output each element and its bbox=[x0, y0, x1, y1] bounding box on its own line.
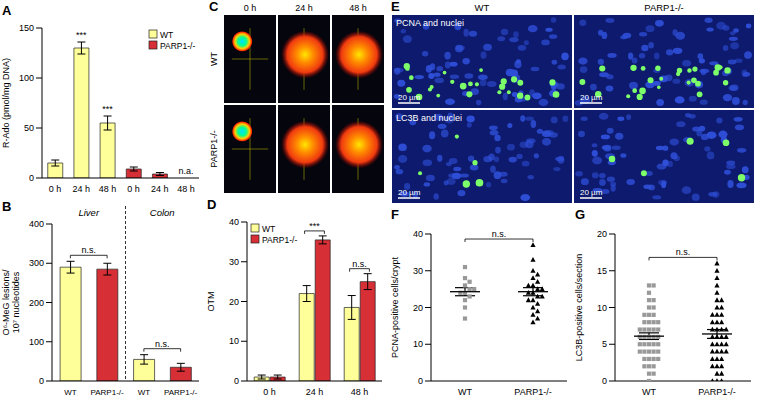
svg-text:48 h: 48 h bbox=[351, 387, 369, 397]
svg-text:D: D bbox=[207, 198, 216, 212]
svg-text:15: 15 bbox=[597, 266, 607, 276]
svg-text:24 h: 24 h bbox=[295, 3, 313, 13]
svg-text:PARP1-/-: PARP1-/- bbox=[164, 388, 198, 397]
svg-text:30: 30 bbox=[413, 266, 423, 276]
svg-text:***: *** bbox=[309, 221, 320, 231]
svg-text:0: 0 bbox=[39, 376, 44, 386]
svg-text:48 h: 48 h bbox=[177, 184, 195, 194]
svg-text:5: 5 bbox=[602, 339, 607, 349]
svg-text:10⁷ nucleotides: 10⁷ nucleotides bbox=[11, 271, 21, 333]
svg-text:n.s.: n.s. bbox=[81, 245, 96, 255]
svg-text:E: E bbox=[391, 0, 400, 14]
svg-text:0 h: 0 h bbox=[49, 184, 62, 194]
svg-text:PCNA-positive cells/crypt: PCNA-positive cells/crypt bbox=[390, 256, 400, 358]
svg-text:400: 400 bbox=[29, 219, 44, 229]
svg-text:150: 150 bbox=[19, 23, 34, 33]
svg-text:Liver: Liver bbox=[78, 207, 99, 218]
svg-text:C: C bbox=[209, 0, 219, 14]
svg-text:40: 40 bbox=[413, 229, 423, 239]
svg-text:PARP1-/-: PARP1-/- bbox=[644, 2, 683, 13]
svg-text:n.s.: n.s. bbox=[676, 247, 691, 257]
svg-text:30: 30 bbox=[229, 257, 239, 267]
svg-text:300: 300 bbox=[29, 258, 44, 268]
svg-text:0: 0 bbox=[29, 173, 34, 183]
svg-text:0 h: 0 h bbox=[127, 184, 140, 194]
svg-text:G: G bbox=[575, 208, 585, 222]
svg-text:n.a.: n.a. bbox=[178, 166, 193, 176]
svg-text:20 µm: 20 µm bbox=[398, 188, 421, 197]
svg-text:PARP1-/-: PARP1-/- bbox=[160, 41, 195, 51]
svg-text:B: B bbox=[2, 200, 11, 214]
svg-text:A: A bbox=[2, 4, 12, 18]
svg-text:200: 200 bbox=[29, 298, 44, 308]
svg-text:WT: WT bbox=[458, 387, 472, 397]
svg-text:WT: WT bbox=[475, 2, 490, 13]
svg-text:20 µm: 20 µm bbox=[398, 93, 421, 102]
svg-text:WT: WT bbox=[642, 387, 656, 397]
svg-text:24 h: 24 h bbox=[306, 387, 324, 397]
svg-text:WT: WT bbox=[160, 30, 173, 40]
svg-text:48 h: 48 h bbox=[99, 184, 117, 194]
svg-text:LC3B-positive cells/section: LC3B-positive cells/section bbox=[574, 254, 584, 362]
svg-text:***: *** bbox=[76, 30, 87, 40]
svg-text:0: 0 bbox=[602, 376, 607, 386]
svg-text:24 h: 24 h bbox=[151, 184, 169, 194]
svg-text:OTM: OTM bbox=[206, 292, 216, 312]
svg-text:PARP1-/-: PARP1-/- bbox=[514, 387, 551, 397]
svg-text:20: 20 bbox=[229, 297, 239, 307]
svg-text:100: 100 bbox=[19, 73, 34, 83]
svg-text:10: 10 bbox=[229, 336, 239, 346]
svg-text:0 h: 0 h bbox=[263, 387, 276, 397]
svg-text:0: 0 bbox=[234, 376, 239, 386]
svg-text:WT: WT bbox=[209, 52, 219, 66]
svg-text:20 µm: 20 µm bbox=[580, 188, 603, 197]
svg-text:LC3B and nuclei: LC3B and nuclei bbox=[396, 113, 462, 123]
svg-text:n.s.: n.s. bbox=[155, 339, 170, 349]
svg-text:20: 20 bbox=[413, 303, 423, 313]
svg-text:100: 100 bbox=[29, 337, 44, 347]
svg-text:20: 20 bbox=[597, 229, 607, 239]
svg-text:24 h: 24 h bbox=[72, 184, 90, 194]
svg-text:O⁶-MeG lesions/: O⁶-MeG lesions/ bbox=[1, 269, 11, 336]
svg-text:Colon: Colon bbox=[150, 207, 175, 218]
svg-text:50: 50 bbox=[24, 123, 34, 133]
svg-text:WT: WT bbox=[262, 224, 275, 234]
svg-text:10: 10 bbox=[413, 339, 423, 349]
svg-text:20 µm: 20 µm bbox=[580, 93, 603, 102]
svg-text:R-Ado (pmol/mg DNA): R-Ado (pmol/mg DNA) bbox=[1, 58, 11, 148]
svg-text:***: *** bbox=[102, 104, 113, 114]
svg-text:n.s.: n.s. bbox=[352, 259, 367, 269]
svg-text:F: F bbox=[391, 208, 399, 222]
svg-text:PARP1-/-: PARP1-/- bbox=[209, 130, 219, 167]
svg-text:PCNA and nuclei: PCNA and nuclei bbox=[396, 18, 464, 28]
svg-text:40: 40 bbox=[229, 217, 239, 227]
svg-text:PARP1-/-: PARP1-/- bbox=[262, 235, 297, 245]
svg-text:PARP1-/-: PARP1-/- bbox=[91, 388, 125, 397]
svg-text:10: 10 bbox=[597, 303, 607, 313]
svg-text:0: 0 bbox=[418, 376, 423, 386]
svg-text:WT: WT bbox=[64, 388, 77, 397]
svg-text:n.s.: n.s. bbox=[492, 229, 507, 239]
svg-text:WT: WT bbox=[138, 388, 151, 397]
svg-text:48 h: 48 h bbox=[349, 3, 367, 13]
svg-text:PARP1-/-: PARP1-/- bbox=[698, 387, 735, 397]
svg-text:0 h: 0 h bbox=[244, 3, 257, 13]
